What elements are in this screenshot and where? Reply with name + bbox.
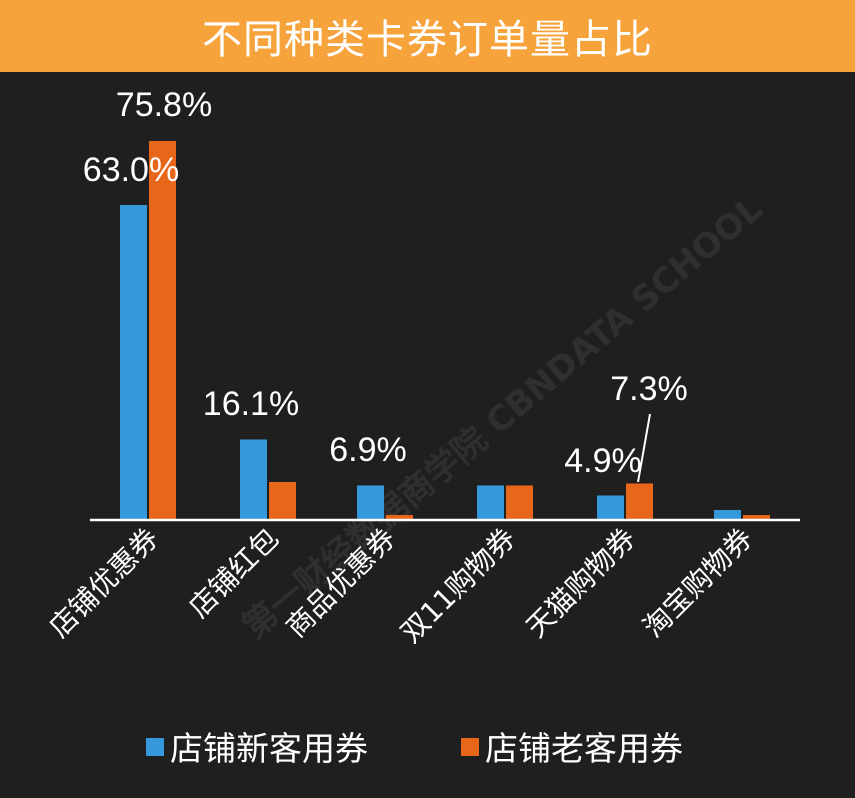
bar-new-3 bbox=[477, 485, 504, 520]
legend-swatch bbox=[146, 738, 164, 756]
legend-label: 店铺新客用券 bbox=[170, 729, 368, 768]
bar-chart: 第一财经数据商学院 CBNDATA SCHOOL 63.0%75.8%16.1%… bbox=[43, 86, 800, 768]
category-label: 双11购物券 bbox=[394, 522, 522, 650]
bar-old-1 bbox=[269, 482, 296, 520]
legend-swatch bbox=[461, 738, 479, 756]
bar-old-3 bbox=[506, 485, 533, 520]
bars-group bbox=[120, 141, 770, 520]
category-label: 天猫购物券 bbox=[520, 522, 642, 644]
data-label: 63.0% bbox=[83, 151, 179, 189]
bar-new-1 bbox=[240, 439, 267, 520]
data-label: 6.9% bbox=[329, 431, 407, 469]
bar-new-0 bbox=[120, 205, 147, 520]
bar-old-0 bbox=[149, 141, 176, 520]
category-label: 店铺优惠券 bbox=[43, 522, 165, 644]
data-label: 16.1% bbox=[203, 385, 299, 423]
legend: 店铺新客用券 店铺老客用券 bbox=[146, 729, 683, 768]
data-label: 4.9% bbox=[564, 442, 642, 480]
bar-old-5 bbox=[743, 515, 770, 520]
data-label: 75.8% bbox=[116, 86, 212, 124]
bar-old-4 bbox=[626, 483, 653, 520]
data-labels-group: 63.0% 75.8% 16.1% 6.9% 4.9% 7.3% bbox=[83, 86, 688, 480]
bar-new-2 bbox=[357, 485, 384, 520]
bar-new-5 bbox=[714, 510, 741, 520]
legend-label: 店铺老客用券 bbox=[485, 729, 683, 768]
category-label: 淘宝购物券 bbox=[637, 522, 759, 644]
chart-title: 不同种类卡券订单量占比 bbox=[0, 0, 855, 72]
data-label: 7.3% bbox=[610, 370, 688, 408]
bar-old-2 bbox=[386, 515, 413, 520]
leader-line bbox=[637, 413, 651, 483]
bar-new-4 bbox=[597, 495, 624, 520]
